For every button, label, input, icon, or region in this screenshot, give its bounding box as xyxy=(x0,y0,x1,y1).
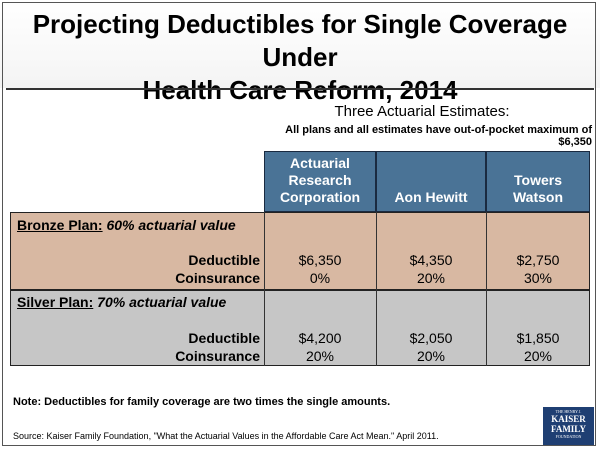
slide-border xyxy=(2,2,596,446)
kaiser-logo: THE HENRY J. KAISER FAMILY FOUNDATION xyxy=(543,407,594,445)
column-divider xyxy=(376,212,377,366)
silver-coinsurance-arc: 20% xyxy=(305,348,335,364)
column-divider xyxy=(486,212,487,366)
bronze-plan-title: Bronze Plan: 60% actuarial value xyxy=(17,217,236,233)
source-citation: Source: Kaiser Family Foundation, "What … xyxy=(13,431,439,441)
logo-line: FAMILY xyxy=(550,424,586,434)
logo-line: THE HENRY J. xyxy=(555,409,582,414)
silver-deductible-arc: $4,200 xyxy=(298,330,342,346)
out-of-pocket-note: All plans and all estimates have out-of-… xyxy=(285,124,592,148)
column-header-line: Actuarial xyxy=(290,155,350,171)
column-header-towers-watson: Towers Watson xyxy=(486,151,590,212)
column-divider xyxy=(264,212,265,366)
column-header-line: Corporation xyxy=(279,189,361,205)
bronze-coinsurance-aon: 20% xyxy=(416,270,446,286)
column-header-aon-hewitt: Aon Hewitt xyxy=(376,151,486,212)
plan-name: Silver Plan: xyxy=(17,294,94,310)
title-area: Projecting Deductibles for Single Covera… xyxy=(0,0,600,105)
subtitle: Three Actuarial Estimates: xyxy=(334,103,510,120)
page-title: Projecting Deductibles for Single Covera… xyxy=(0,8,600,107)
column-header-line: Research xyxy=(288,172,352,188)
column-header-line: Aon Hewitt xyxy=(394,189,468,205)
bronze-deductible-aon: $4,350 xyxy=(409,252,453,268)
silver-plan-row xyxy=(10,290,590,366)
silver-coinsurance-towers: 20% xyxy=(523,348,553,364)
bronze-coinsurance-towers: 30% xyxy=(523,270,553,286)
deductible-label: Deductible xyxy=(188,252,260,268)
column-header-actuarial-research: Actuarial Research Corporation xyxy=(264,151,376,212)
silver-coinsurance-aon: 20% xyxy=(416,348,446,364)
plan-detail: 70% actuarial value xyxy=(97,294,227,310)
column-header-line: Towers xyxy=(514,172,562,188)
deductible-label: Deductible xyxy=(188,330,260,346)
plan-detail: 60% actuarial value xyxy=(106,217,236,233)
title-line-2: Health Care Reform, 2014 xyxy=(142,75,458,105)
silver-plan-title: Silver Plan: 70% actuarial value xyxy=(17,294,226,310)
bronze-deductible-arc: $6,350 xyxy=(298,252,342,268)
coinsurance-label: Coinsurance xyxy=(175,348,260,364)
bronze-coinsurance-arc: 0% xyxy=(309,270,331,286)
column-header-line: Watson xyxy=(512,189,564,205)
coinsurance-label: Coinsurance xyxy=(175,270,260,286)
bronze-plan-row xyxy=(10,212,590,290)
bronze-deductible-towers: $2,750 xyxy=(516,252,560,268)
logo-line: FOUNDATION xyxy=(555,434,582,439)
title-line-1: Projecting Deductibles for Single Covera… xyxy=(32,9,568,72)
plan-name: Bronze Plan: xyxy=(17,217,103,233)
silver-deductible-towers: $1,850 xyxy=(516,330,560,346)
title-divider xyxy=(6,88,594,90)
footnote: Note: Deductibles for family coverage ar… xyxy=(13,396,391,408)
silver-deductible-aon: $2,050 xyxy=(409,330,453,346)
logo-line: KAISER xyxy=(551,414,586,424)
